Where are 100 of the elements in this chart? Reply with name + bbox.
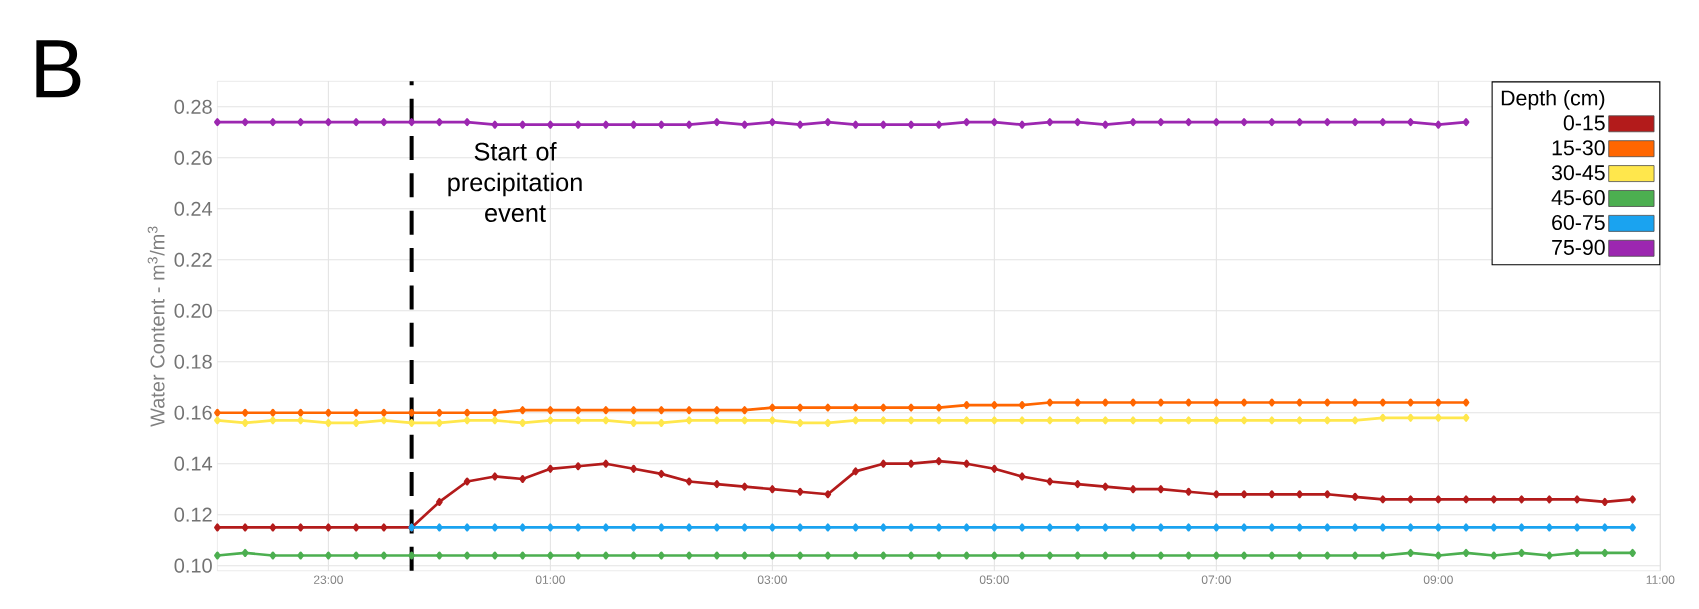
point [1629, 523, 1636, 532]
point [1324, 398, 1331, 407]
point [824, 403, 832, 412]
point [1185, 398, 1192, 407]
point [769, 523, 776, 532]
point [436, 497, 443, 506]
point [1407, 413, 1414, 422]
point [380, 117, 388, 126]
point [241, 548, 249, 557]
point [1157, 551, 1165, 560]
legend-label: 60-75 [1552, 214, 1605, 230]
point [436, 551, 443, 560]
point [547, 405, 554, 414]
point [1545, 551, 1553, 560]
point [1018, 416, 1026, 425]
point [574, 462, 582, 471]
y-tick-label: 0.28 [174, 99, 212, 114]
point [352, 418, 360, 427]
point [630, 551, 637, 560]
point [1213, 117, 1220, 126]
point [602, 523, 610, 532]
point [214, 408, 221, 417]
point [1545, 523, 1553, 532]
point [769, 551, 776, 560]
point [880, 551, 887, 560]
legend-label: 75-90 [1552, 239, 1605, 255]
point [1379, 551, 1387, 560]
point [713, 551, 721, 560]
point [713, 523, 721, 532]
point [602, 416, 610, 425]
point [1490, 523, 1498, 532]
point [1435, 413, 1442, 422]
point [1185, 487, 1192, 496]
point [824, 490, 832, 499]
ref-line-label: Start of precipitation event [448, 141, 582, 222]
x-tick-label: 09:00 [1423, 575, 1453, 584]
point [935, 403, 943, 412]
y-tick-label: 0.10 [174, 558, 212, 573]
point [491, 551, 499, 560]
point [852, 403, 859, 412]
point [297, 523, 304, 532]
point [630, 464, 637, 473]
point [1351, 416, 1359, 425]
point [1407, 117, 1414, 126]
point [1102, 482, 1109, 491]
point [1573, 495, 1581, 504]
point [436, 117, 443, 126]
point [1518, 495, 1525, 504]
point [852, 523, 859, 532]
point [241, 117, 249, 126]
x-tick-label: 07:00 [1201, 575, 1231, 584]
point [269, 117, 277, 126]
point [1046, 477, 1054, 486]
point [1268, 490, 1276, 499]
x-tick-label: 03:00 [757, 575, 787, 584]
point [1129, 551, 1137, 560]
point [963, 416, 970, 425]
point [519, 418, 526, 427]
point [630, 523, 637, 532]
point [602, 551, 610, 560]
point [1296, 523, 1303, 532]
point [685, 120, 693, 129]
legend-label: 15-30 [1552, 140, 1605, 156]
x-tick-label: 05:00 [979, 575, 1009, 584]
point [269, 523, 277, 532]
point [796, 120, 804, 129]
point [602, 459, 610, 468]
point [1490, 551, 1498, 560]
point [1018, 523, 1026, 532]
y-tick-label: 0.24 [174, 201, 213, 216]
point [408, 418, 415, 427]
point [796, 523, 804, 532]
point [658, 523, 665, 532]
point [1268, 416, 1276, 425]
point [1240, 523, 1248, 532]
point [1129, 398, 1137, 407]
point [491, 408, 499, 417]
point [547, 464, 554, 473]
point [1629, 495, 1636, 504]
point [713, 405, 721, 414]
point [1351, 492, 1359, 501]
point [1046, 398, 1054, 407]
x-tick-label: 11:00 [1646, 575, 1675, 584]
point [907, 523, 915, 532]
point [547, 120, 554, 129]
point [741, 551, 748, 560]
point [630, 418, 637, 427]
chart-title: B [36, 40, 81, 97]
legend-label: 0-15 [1563, 115, 1605, 131]
point [1462, 398, 1470, 407]
point [991, 464, 998, 473]
point [991, 400, 998, 409]
point [325, 418, 332, 427]
point [1296, 117, 1303, 126]
point [713, 117, 721, 126]
point [519, 120, 526, 129]
point [658, 418, 665, 427]
point [1240, 551, 1248, 560]
point [408, 117, 415, 126]
y-tick-label: 0.16 [174, 405, 212, 420]
